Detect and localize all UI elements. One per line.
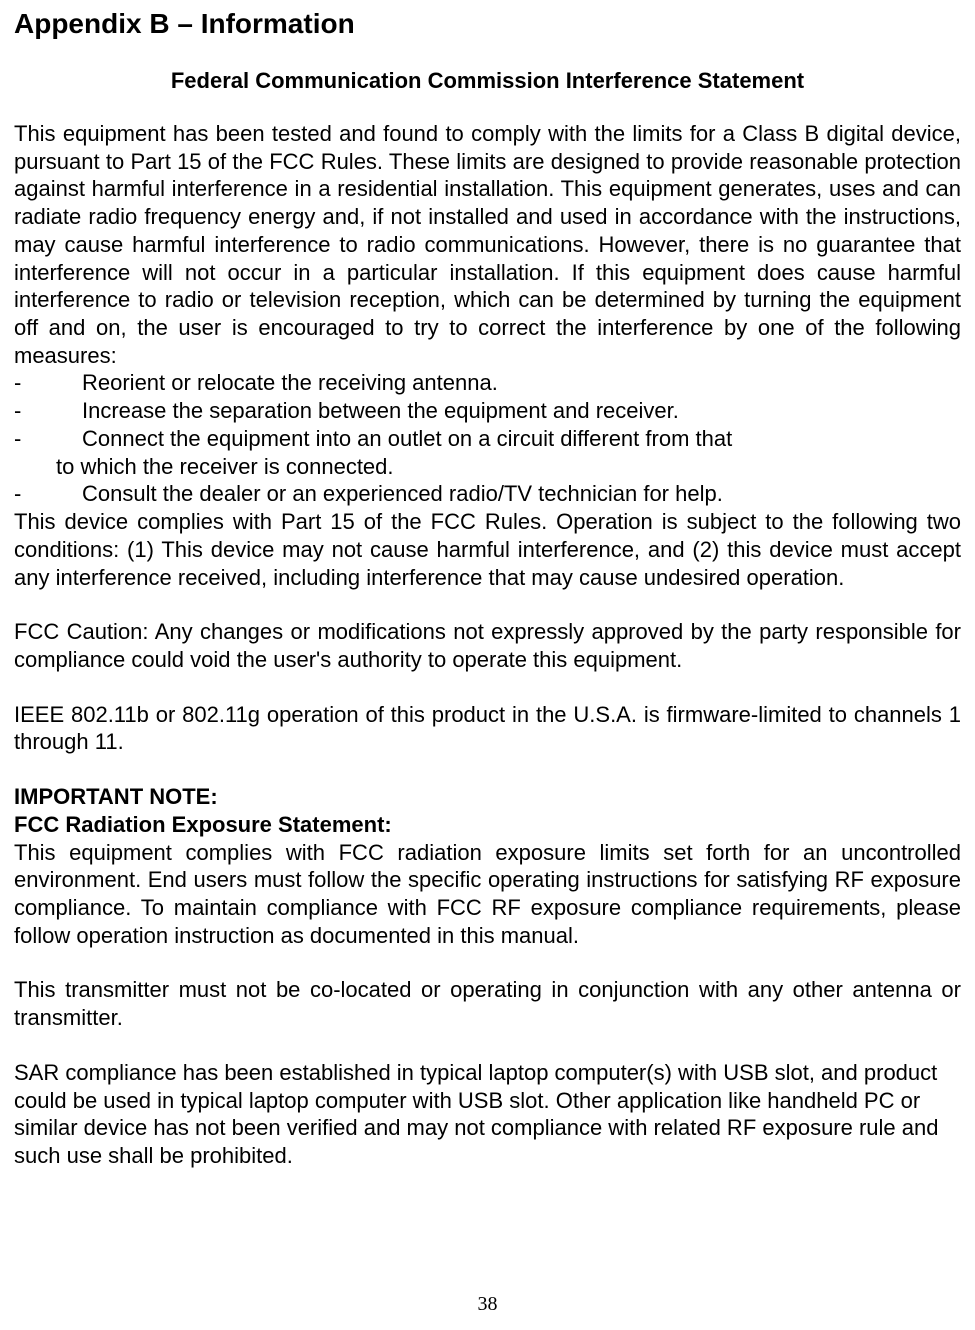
bullet-text: Connect the equipment into an outlet on … [82,425,961,453]
bullet-item-2: - Increase the separation between the eq… [14,397,961,425]
important-note-header: IMPORTANT NOTE: [14,783,961,811]
fcc-caution-paragraph: FCC Caution: Any changes or modification… [14,618,961,673]
bullet-item-3: - Connect the equipment into an outlet o… [14,425,961,453]
bullet-item-4: - Consult the dealer or an experienced r… [14,480,961,508]
bullet-dash: - [14,397,82,425]
bullet-text: Consult the dealer or an experienced rad… [82,480,961,508]
ieee-paragraph: IEEE 802.11b or 802.11g operation of thi… [14,701,961,756]
page-number: 38 [0,1293,975,1316]
appendix-title: Appendix B – Information [14,8,961,40]
intro-paragraph: This equipment has been tested and found… [14,120,961,369]
sar-paragraph: SAR compliance has been established in t… [14,1059,961,1170]
fcc-subtitle: Federal Communication Commission Interfe… [14,68,961,94]
radiation-header: FCC Radiation Exposure Statement: [14,811,961,839]
bullet-continuation: to which the receiver is connected. [14,453,961,481]
bullet-text: Reorient or relocate the receiving anten… [82,369,961,397]
compliance-paragraph: This device complies with Part 15 of the… [14,508,961,591]
bullet-dash: - [14,480,82,508]
bullet-dash: - [14,425,82,453]
bullet-text: Increase the separation between the equi… [82,397,961,425]
radiation-paragraph: This equipment complies with FCC radiati… [14,839,961,950]
transmitter-paragraph: This transmitter must not be co-located … [14,976,961,1031]
bullet-item-1: - Reorient or relocate the receiving ant… [14,369,961,397]
bullet-dash: - [14,369,82,397]
